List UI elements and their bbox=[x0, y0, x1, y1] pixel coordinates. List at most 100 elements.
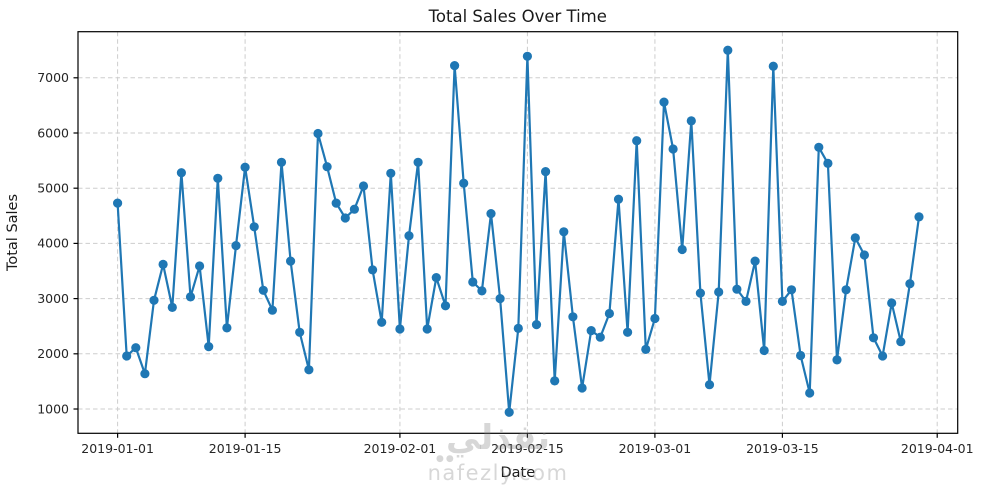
data-point bbox=[741, 296, 751, 306]
data-point bbox=[113, 198, 123, 208]
data-point bbox=[659, 97, 669, 107]
data-point bbox=[586, 326, 596, 336]
data-point bbox=[623, 327, 633, 337]
data-point bbox=[258, 285, 268, 295]
chart-title: Total Sales Over Time bbox=[428, 7, 607, 26]
data-point bbox=[841, 285, 851, 295]
data-point bbox=[559, 227, 569, 237]
data-point bbox=[358, 181, 369, 191]
data-point bbox=[531, 320, 542, 330]
data-point bbox=[704, 380, 715, 390]
data-point bbox=[395, 324, 405, 334]
data-point bbox=[450, 61, 460, 71]
data-point bbox=[404, 231, 414, 241]
data-point bbox=[887, 298, 897, 308]
data-point bbox=[195, 261, 205, 271]
data-point bbox=[413, 157, 423, 167]
data-point bbox=[459, 178, 469, 188]
x-tick-label: 2019-02-01 bbox=[364, 441, 437, 456]
data-point bbox=[759, 345, 769, 356]
data-point bbox=[632, 136, 642, 146]
y-axis-label: Total Sales bbox=[5, 194, 21, 272]
data-point bbox=[550, 376, 560, 386]
y-tick-label: 1000 bbox=[37, 401, 69, 416]
data-point bbox=[131, 343, 141, 353]
y-tick-label: 6000 bbox=[37, 125, 69, 140]
data-point bbox=[650, 313, 660, 324]
data-point bbox=[440, 301, 451, 311]
x-tick-label: 2019-04-01 bbox=[901, 441, 974, 456]
data-point bbox=[140, 369, 150, 379]
data-point bbox=[850, 233, 860, 243]
data-point bbox=[832, 355, 842, 365]
data-point bbox=[896, 337, 906, 347]
data-point bbox=[276, 157, 287, 167]
data-point bbox=[723, 45, 733, 55]
data-point bbox=[331, 198, 341, 208]
data-point bbox=[240, 162, 250, 172]
axes-spines bbox=[77, 31, 959, 434]
data-point bbox=[668, 144, 678, 154]
data-point bbox=[204, 342, 214, 352]
data-point bbox=[249, 222, 259, 232]
data-point bbox=[313, 128, 323, 139]
x-tick-label: 2019-03-15 bbox=[746, 441, 819, 456]
data-point bbox=[368, 265, 378, 275]
data-point bbox=[814, 142, 824, 152]
data-point bbox=[231, 241, 241, 251]
data-point bbox=[468, 277, 478, 287]
x-axis-label: Date bbox=[500, 465, 535, 481]
data-point bbox=[641, 344, 651, 354]
data-point bbox=[732, 284, 742, 294]
data-point bbox=[604, 308, 615, 319]
data-point bbox=[750, 256, 760, 266]
data-point bbox=[595, 332, 605, 342]
data-point bbox=[286, 256, 296, 266]
data-point bbox=[322, 162, 332, 172]
data-point bbox=[577, 383, 587, 393]
data-point bbox=[422, 324, 432, 334]
x-tick-label: 2019-02-15 bbox=[491, 441, 564, 456]
y-tick-label: 7000 bbox=[37, 70, 69, 85]
data-point bbox=[504, 407, 514, 417]
data-point bbox=[768, 61, 778, 71]
data-point bbox=[486, 209, 496, 219]
data-point bbox=[304, 365, 314, 375]
data-point bbox=[613, 194, 624, 204]
data-point bbox=[777, 296, 788, 306]
data-point bbox=[377, 317, 387, 327]
data-point bbox=[267, 305, 277, 315]
data-point bbox=[185, 292, 196, 302]
data-point bbox=[167, 302, 177, 312]
data-point bbox=[149, 295, 159, 305]
data-point bbox=[158, 259, 168, 269]
y-tick-label: 3000 bbox=[37, 291, 69, 306]
data-point bbox=[386, 168, 396, 178]
data-point bbox=[859, 250, 870, 260]
x-tick-label: 2019-03-01 bbox=[619, 441, 692, 456]
data-point bbox=[714, 287, 724, 297]
data-point bbox=[495, 294, 505, 304]
data-point bbox=[695, 288, 706, 298]
data-point bbox=[914, 212, 924, 222]
data-point bbox=[477, 286, 487, 296]
data-point bbox=[568, 312, 578, 322]
data-point bbox=[541, 167, 551, 177]
data-point bbox=[823, 158, 833, 168]
data-point bbox=[805, 388, 815, 398]
data-point bbox=[686, 116, 696, 126]
data-point bbox=[522, 51, 533, 61]
data-point bbox=[796, 350, 806, 361]
data-point bbox=[878, 351, 888, 361]
data-point bbox=[786, 285, 797, 295]
y-tick-label: 4000 bbox=[37, 236, 69, 251]
x-tick-label: 2019-01-15 bbox=[209, 441, 282, 456]
data-point bbox=[176, 168, 186, 178]
data-point bbox=[905, 279, 915, 289]
plot-area: 1000 2000 3000 4000 5000 6000 7000 2019-01-01 20… bbox=[37, 31, 974, 456]
x-tick-label: 2019-01-01 bbox=[81, 441, 154, 456]
data-point bbox=[677, 244, 687, 255]
y-tick-label: 2000 bbox=[37, 346, 69, 361]
